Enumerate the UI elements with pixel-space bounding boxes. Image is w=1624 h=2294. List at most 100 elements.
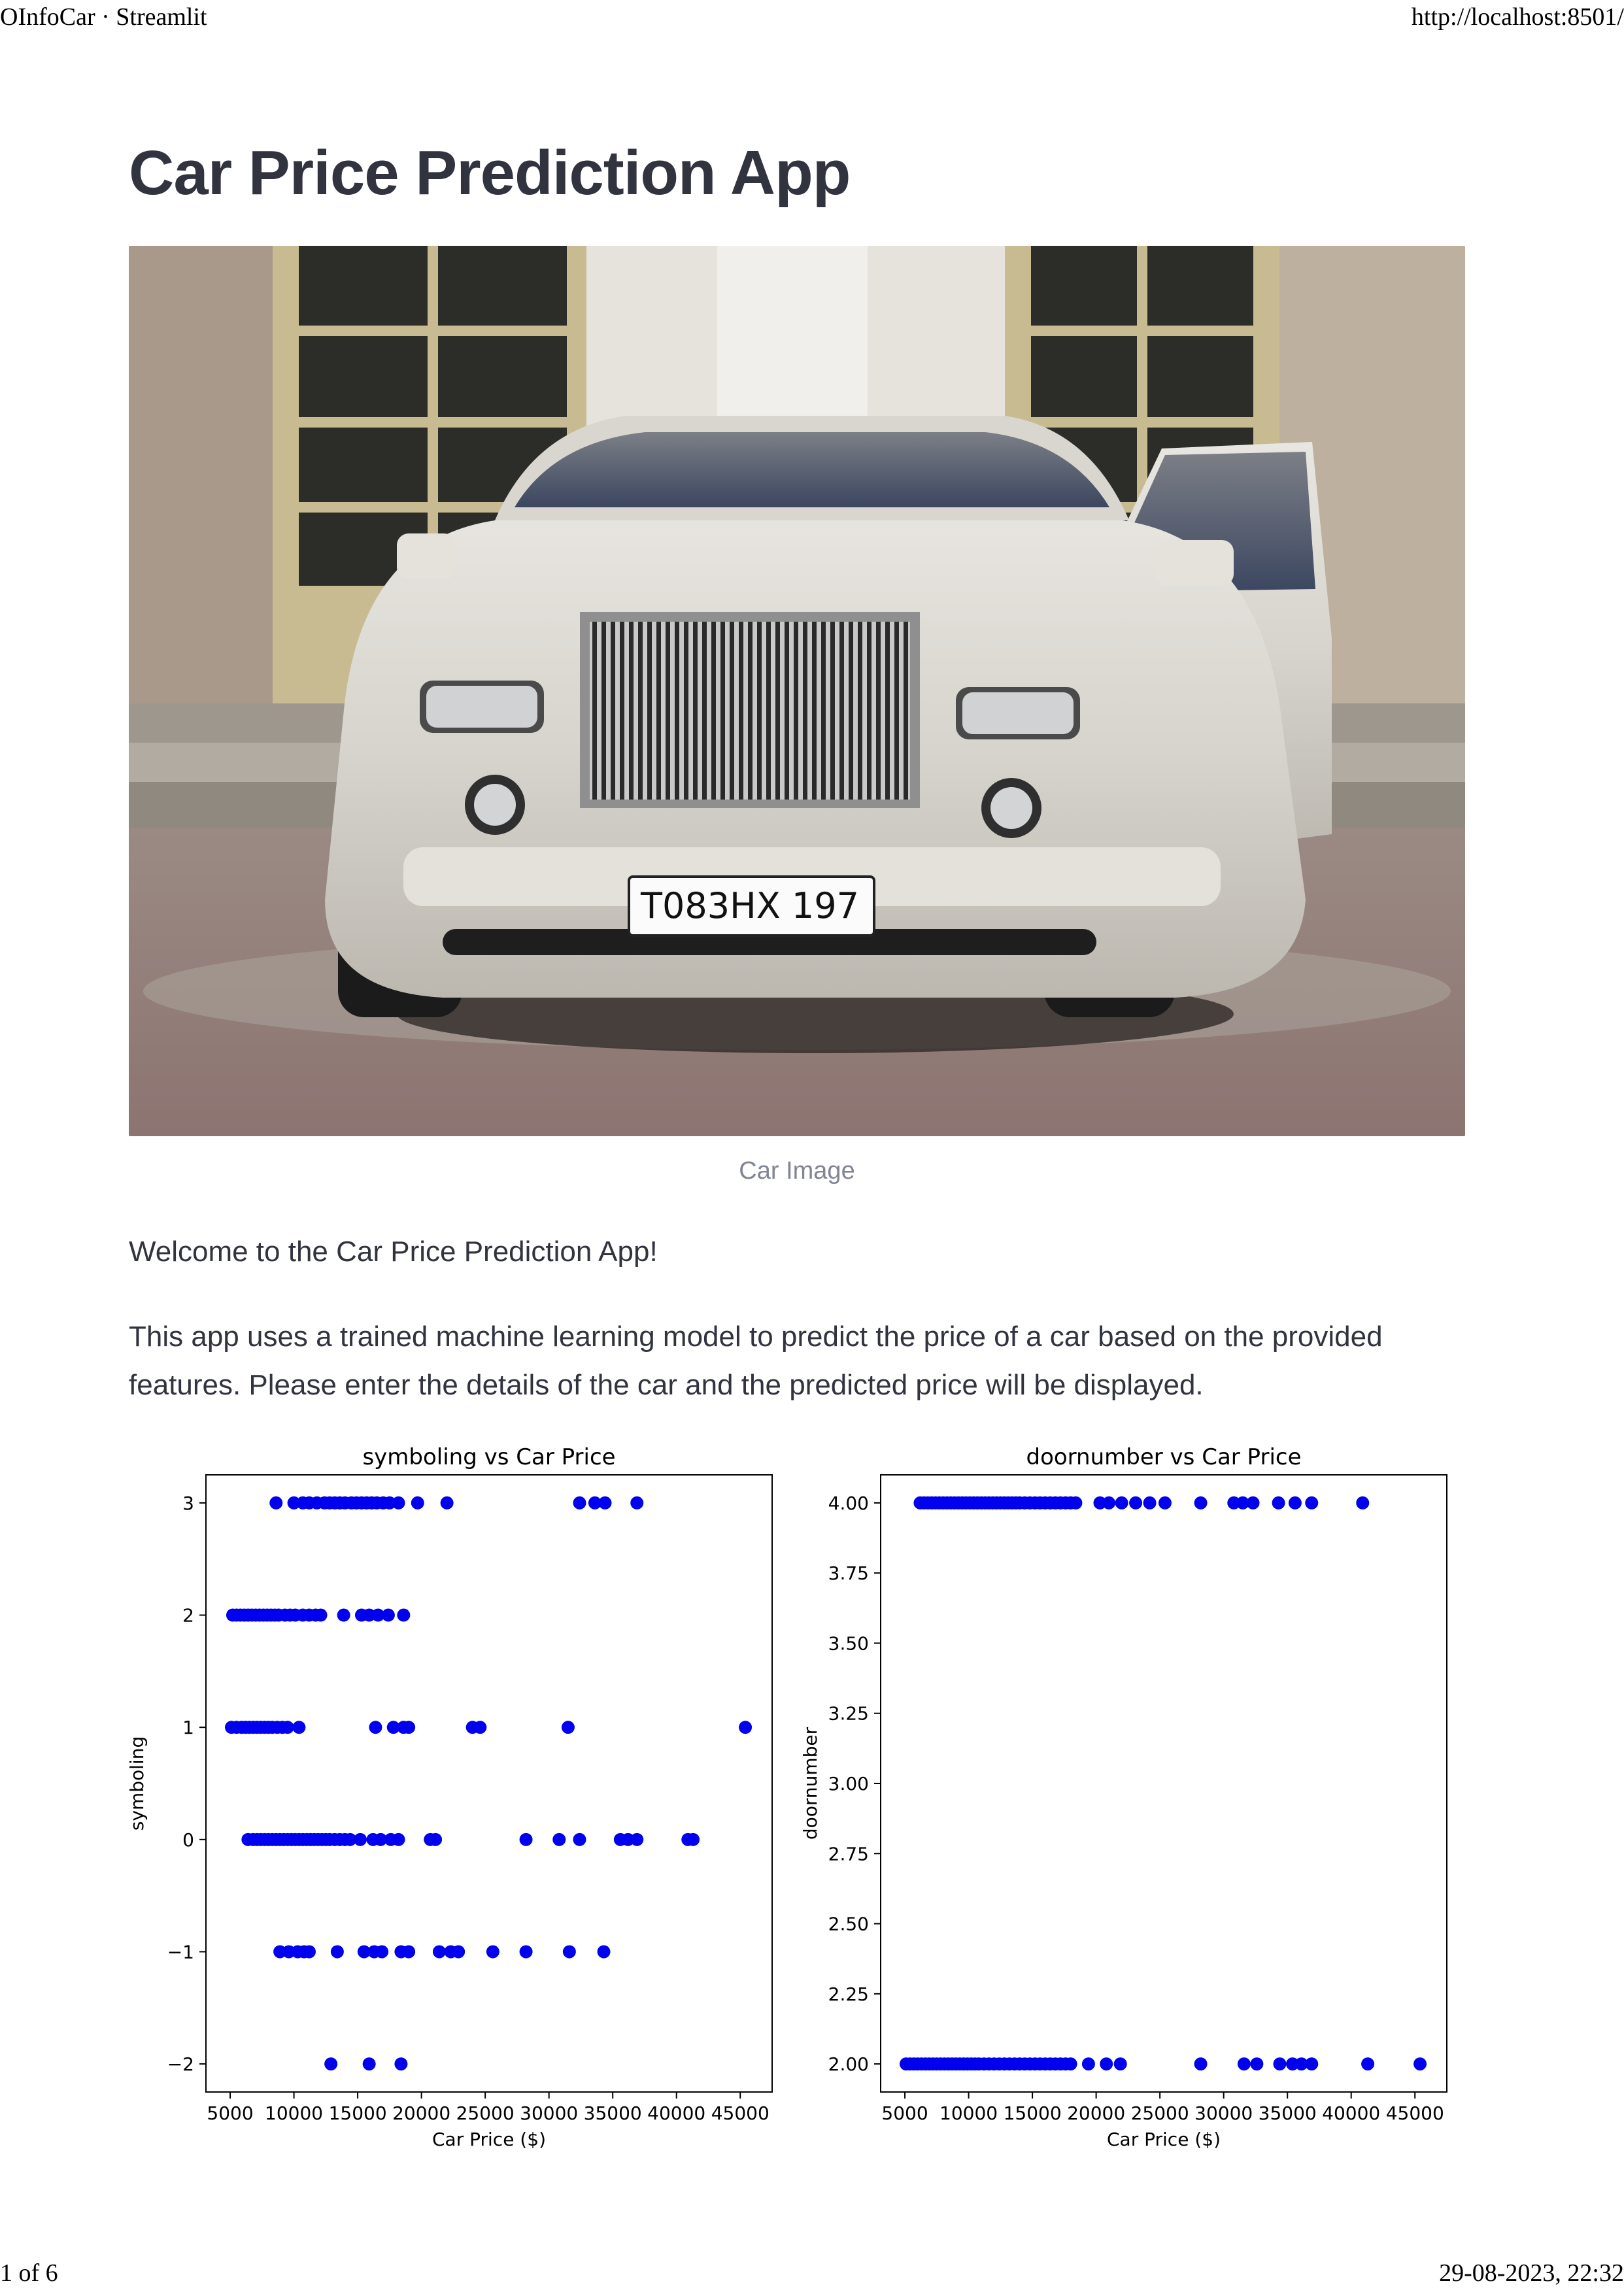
data-point [588,1496,601,1510]
data-point [357,1945,371,1959]
data-point [337,1608,350,1622]
data-point [1361,2057,1375,2071]
data-point [1194,1496,1208,1510]
print-footer: 1 of 6 29-08-2023, 22:32 [0,2259,1624,2294]
chart-title: doornumber vs Car Price [1026,1444,1301,1470]
x-tick-label: 15000 [329,2102,387,2124]
data-point [452,1945,465,1959]
x-tick-label: 35000 [584,2102,642,2124]
data-point [1250,2057,1264,2071]
data-point [1158,1496,1172,1510]
data-point [411,1496,424,1510]
x-tick-label: 10000 [939,2102,998,2124]
license-plate-text: Т083НХ 197 [640,885,859,926]
data-point [429,1832,443,1846]
data-point [630,1832,644,1846]
y-axis-label: doornumber [802,1727,821,1840]
car-image: Т083НХ 197 [129,246,1465,1136]
data-point [1246,1496,1260,1510]
y-tick-label: 1 [182,1717,194,1738]
data-point [1305,1496,1319,1510]
data-point [1113,2057,1127,2071]
data-point [269,1496,283,1510]
y-tick-label: 3.00 [828,1773,869,1795]
data-point [1102,1496,1116,1510]
data-point [1100,2057,1113,2071]
print-header: OInfoCar · Streamlit http://localhost:85… [0,0,1624,31]
data-point [343,1832,357,1846]
print-page-number: 1 of 6 [0,2259,58,2287]
y-tick-label: 3 [182,1493,194,1514]
data-point [381,1608,395,1622]
data-point [397,1608,411,1622]
data-point [1069,1496,1083,1510]
data-point [369,1721,382,1734]
data-point [519,1945,533,1959]
charts-row: symboling vs Car Price 5000 10000 15000 2000… [129,1438,1465,2170]
y-tick-label: 4.00 [828,1493,869,1514]
page-title: Car Price Prediction App [129,138,851,208]
x-tick-label: 15000 [1004,2102,1062,2124]
y-tick-label: 3.75 [828,1562,869,1584]
y-tick-label: −2 [167,2053,194,2075]
data-point [362,2057,376,2071]
data-point [573,1832,586,1846]
data-point [1294,2057,1308,2071]
x-tick-label: 45000 [711,2102,770,2124]
data-point [394,2057,408,2071]
image-caption: Car Image [739,1157,855,1185]
data-point [432,1945,446,1959]
x-tick-label: 25000 [1131,2102,1189,2124]
data-point [392,1496,405,1510]
print-url: http://localhost:8501/ [1411,3,1624,31]
data-point [1129,1496,1143,1510]
x-tick-label: 20000 [392,2102,450,2124]
data-point [598,1496,612,1510]
x-tick-label: 30000 [1194,2102,1253,2124]
data-point [374,1832,388,1846]
data-point [1413,2057,1427,2071]
welcome-text: Welcome to the Car Price Prediction App! [129,1236,658,1268]
y-tick-label: 3.50 [828,1632,869,1654]
data-point [562,1945,576,1959]
data-point [1064,2057,1077,2071]
x-tick-label: 10000 [265,2102,323,2124]
print-page-title: OInfoCar · Streamlit [0,3,207,31]
data-point [1237,2057,1251,2071]
x-tick-label: 5000 [881,2102,928,2124]
x-tick-label: 20000 [1067,2102,1125,2124]
doornumber-scatter-chart: doornumber vs Car Price 5000 10000 15000 200… [802,1444,1447,2150]
x-tick-label: 40000 [1322,2102,1380,2124]
data-point [552,1832,566,1846]
data-point [519,1832,533,1846]
data-point [302,1945,316,1959]
data-point [440,1496,454,1510]
data-point [392,1832,405,1846]
y-tick-label: 2.25 [828,1983,869,2005]
data-point [354,1832,367,1846]
data-point [402,1721,416,1734]
data-point [1194,2057,1208,2071]
data-point [1081,2057,1095,2071]
chart-title: symboling vs Car Price [362,1444,615,1470]
x-axis-label: Car Price ($) [432,2129,546,2150]
data-point [375,1945,389,1959]
data-point [324,2057,338,2071]
data-point [473,1721,487,1734]
data-point [686,1832,700,1846]
data-point [1305,2057,1319,2071]
data-point [1288,1496,1302,1510]
data-point [292,1721,306,1734]
description-text: This app uses a trained machine learning… [129,1321,1383,1401]
data-point [1115,1496,1128,1510]
data-point [561,1721,575,1734]
data-point [330,1945,344,1959]
data-point [280,1721,294,1734]
y-tick-label: 0 [182,1829,194,1851]
x-tick-label: 30000 [520,2102,578,2124]
symboling-scatter-chart: symboling vs Car Price 5000 10000 15000 2000… [129,1444,773,2150]
data-point [386,1721,400,1734]
data-point [314,1608,328,1622]
data-point [371,1608,385,1622]
data-point [402,1945,416,1959]
